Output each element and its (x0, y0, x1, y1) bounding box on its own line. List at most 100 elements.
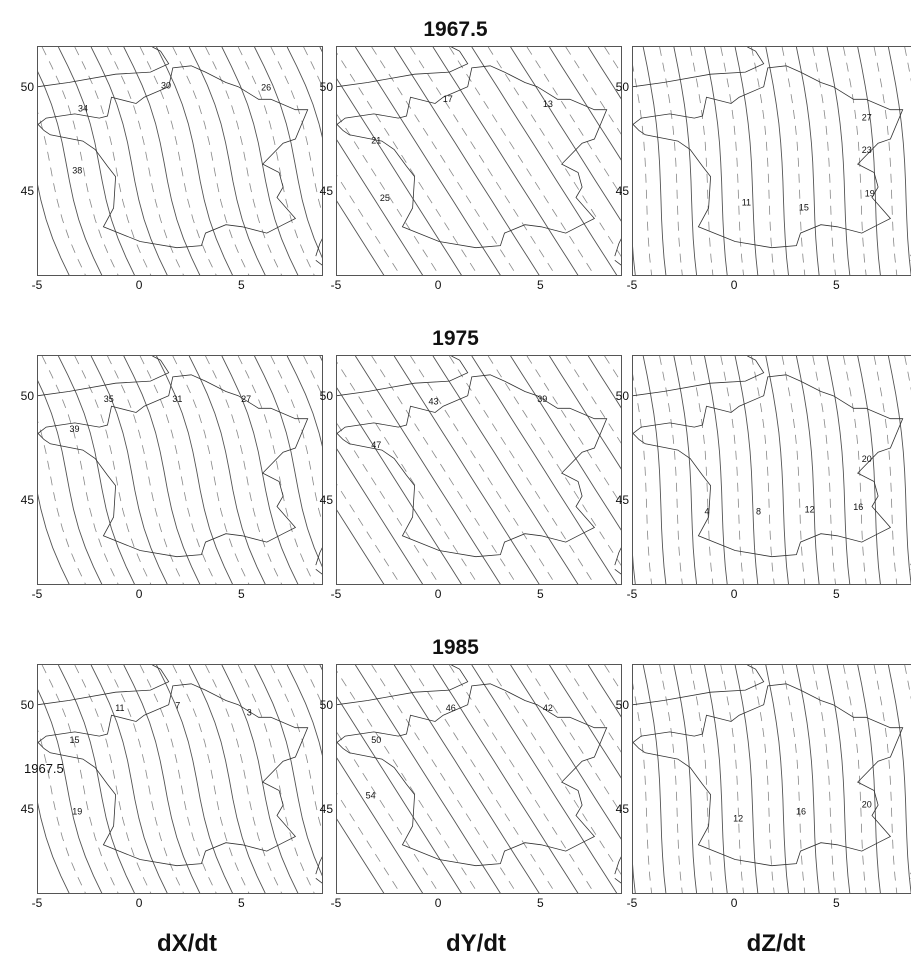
coastline (38, 665, 170, 706)
x-tick-label: -5 (31, 278, 43, 292)
x-tick-label: -5 (31, 896, 43, 910)
coastline (614, 547, 621, 575)
isoline-dashed (781, 356, 806, 584)
isoline-dashed (337, 670, 479, 893)
isoline-map: 11 7 3 15 19 (38, 665, 322, 893)
x-tick-label: 5 (237, 587, 245, 601)
isoline (337, 200, 385, 275)
isoline (286, 356, 322, 447)
x-tick-label: 5 (832, 896, 840, 910)
coastline (633, 665, 765, 706)
isoline-dashed (337, 113, 440, 275)
contour-label: 43 (429, 396, 439, 406)
isoline-dashed (659, 356, 683, 584)
isoline-dashed (659, 47, 683, 275)
column-label: dX/dt (157, 930, 217, 957)
coastline (337, 374, 608, 558)
isoline (90, 47, 168, 275)
isoline (471, 665, 618, 893)
isoline (471, 356, 618, 584)
isoline (188, 47, 266, 275)
y-tick-label: 45 (20, 802, 34, 817)
isoline-map: 35 31 27 39 (38, 356, 322, 584)
isoline-dashed (487, 356, 621, 566)
contour-label: 4 (705, 507, 710, 517)
stray-epoch-label: 1967.5 (24, 761, 64, 776)
isoline (337, 509, 385, 584)
isoline (355, 665, 501, 893)
isoline-dashed (873, 47, 898, 275)
y-tick-label: 50 (20, 697, 34, 712)
y-tick-label: 45 (319, 184, 333, 199)
coastline (337, 665, 469, 706)
isoline (510, 665, 621, 840)
y-tick-label: 50 (615, 388, 629, 403)
isoline (156, 47, 233, 275)
isoline (673, 665, 698, 893)
isoline (471, 47, 618, 275)
y-tick-label: 50 (319, 697, 333, 712)
row-title: 1985 (432, 636, 479, 659)
isoline-dashed (751, 356, 775, 584)
isoline (221, 665, 299, 893)
x-tick-label: 0 (730, 587, 738, 601)
x-tick-label: -5 (626, 278, 638, 292)
coastline (337, 356, 469, 397)
isoline-dashed (689, 665, 714, 893)
isoline-dashed (812, 356, 836, 584)
coastline (633, 683, 904, 867)
contour-label: 39 (70, 424, 80, 434)
isoline (355, 356, 501, 584)
isoline (432, 356, 579, 584)
y-tick-label: 45 (319, 493, 333, 508)
contour-label: 38 (72, 166, 82, 176)
isoline-dashed (526, 47, 621, 196)
contour-label: 20 (862, 454, 872, 464)
isoline (734, 665, 759, 893)
isoline-dashed (449, 665, 595, 893)
contour-label: 17 (443, 94, 453, 104)
isoline-dashed (487, 665, 621, 875)
isoline-dashed (371, 356, 518, 584)
x-tick-label: 5 (536, 587, 544, 601)
isoline (826, 47, 851, 275)
contour-label: 39 (537, 394, 547, 404)
x-tick-label: 0 (135, 587, 143, 601)
coastline (315, 238, 322, 266)
coastline (633, 356, 765, 397)
isoline-dashed (410, 356, 556, 584)
isoline (734, 356, 759, 584)
isoline-dashed (812, 665, 836, 893)
y-tick-label: 45 (615, 184, 629, 199)
contour-label: 47 (371, 440, 381, 450)
x-tick-label: -5 (626, 896, 638, 910)
contour-label: 31 (172, 394, 182, 404)
y-tick-label: 50 (615, 79, 629, 94)
isoline (887, 665, 911, 893)
isoline (549, 47, 621, 161)
isoline (549, 665, 621, 779)
contour-label: 15 (799, 202, 809, 212)
isoline (857, 665, 881, 893)
contour-label: 19 (72, 807, 82, 817)
isoline-dashed (633, 65, 652, 275)
coastline (315, 856, 322, 884)
isoline-dashed (633, 374, 652, 584)
isoline-dashed (371, 47, 518, 275)
x-tick-label: 5 (536, 896, 544, 910)
isoline-dashed (337, 731, 440, 893)
isoline (642, 47, 667, 275)
x-tick-label: 5 (536, 278, 544, 292)
isoline (57, 665, 135, 893)
isoline-dashed (689, 356, 714, 584)
isoline (337, 139, 424, 275)
map-panel: 12 16 20 (632, 664, 911, 894)
y-tick-label: 45 (20, 184, 34, 199)
isoline-dashed (337, 422, 440, 584)
isoline-map: 34 30 26 38 (38, 47, 322, 275)
isoline-map: 20 16 12 8 4 (633, 356, 911, 584)
isoline (857, 47, 881, 275)
x-tick-label: 0 (730, 896, 738, 910)
coastline (633, 65, 904, 249)
isoline (887, 47, 911, 275)
